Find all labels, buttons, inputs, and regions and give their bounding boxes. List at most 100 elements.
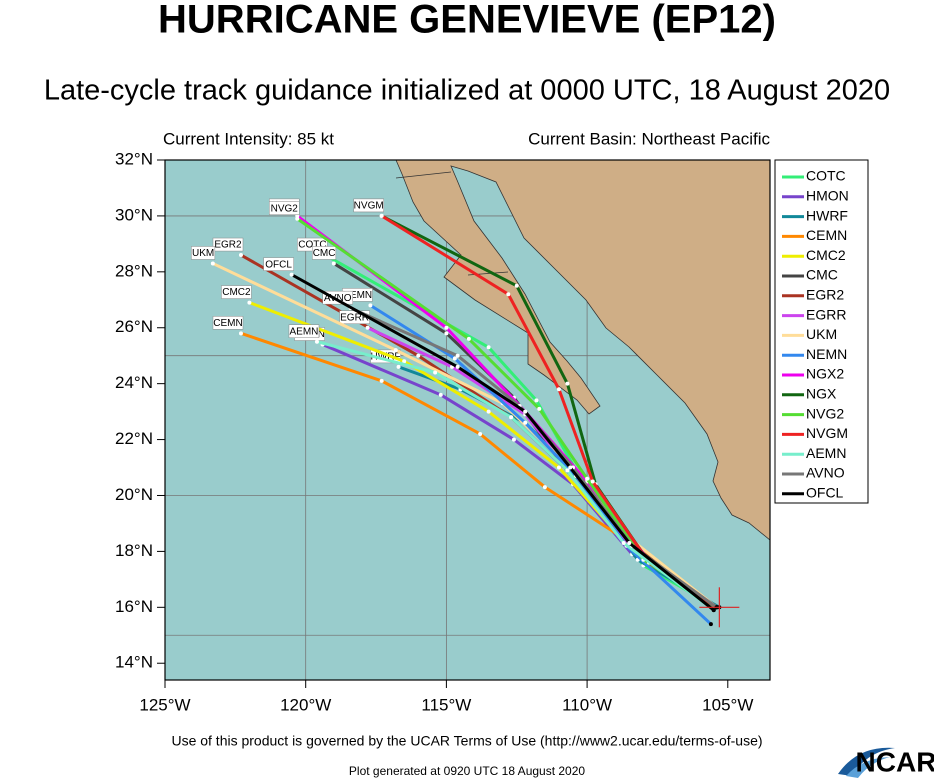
legend-label: CMC2: [806, 247, 846, 263]
track-point: [433, 370, 438, 375]
y-tick-label: 26°N: [115, 317, 153, 336]
y-tick-label: 24°N: [115, 373, 153, 392]
track-point: [523, 420, 528, 425]
track-point: [585, 476, 590, 481]
logo-swoosh: [846, 757, 890, 778]
legend-label: HWRF: [806, 207, 848, 223]
track-point: [365, 325, 370, 330]
track-point: [438, 392, 443, 397]
track-point: [708, 622, 713, 627]
track-point: [478, 431, 483, 436]
track-point: [565, 468, 570, 473]
track-point: [402, 359, 407, 364]
legend-entries: COTC HMON HWRF CEMN CMC2 CMC EGR2 EGRR UKM NEMN NG…: [782, 168, 849, 501]
track-point: [556, 465, 561, 470]
y-tick-label: 14°N: [115, 653, 153, 672]
track-point: [514, 283, 519, 288]
y-tick-label: 28°N: [115, 261, 153, 280]
x-tick-label: 115°W: [421, 695, 471, 714]
generated-note: Plot generated at 0920 UTC 18 August 202…: [349, 764, 585, 778]
track-point: [238, 253, 243, 258]
track-point: [627, 541, 632, 546]
track-point: [295, 216, 300, 221]
logo-swoosh: [838, 747, 895, 776]
track-point: [416, 353, 421, 358]
model-label-box: [212, 316, 244, 330]
legend-label: OFCL: [806, 485, 844, 501]
chart-title: HURRICANE GENEVIEVE (EP12): [158, 0, 776, 42]
legend-label: HMON: [806, 188, 849, 204]
legend-label: CEMN: [806, 227, 847, 243]
track-point: [486, 409, 491, 414]
track-point: [393, 348, 398, 353]
track-point: [444, 325, 449, 330]
track-point: [537, 406, 542, 411]
track-point: [466, 336, 471, 341]
model-label: AVNO: [324, 293, 352, 304]
y-tick-label: 30°N: [115, 205, 153, 224]
model-label: NVG2: [271, 203, 299, 214]
chart-subtitle: Late-cycle track guidance initialized at…: [44, 75, 890, 107]
track-point: [331, 261, 336, 266]
legend-label: AEMN: [806, 445, 846, 461]
track-point: [444, 331, 449, 336]
track-point: [314, 339, 319, 344]
model-label: COTC: [298, 240, 326, 251]
track-point: [455, 364, 460, 369]
track-point: [452, 356, 457, 361]
legend-label: NGX: [806, 386, 837, 402]
track-point: [565, 381, 570, 386]
legend-label: EGR2: [806, 287, 844, 303]
model-label: CMC2: [222, 287, 251, 298]
track-point: [379, 378, 384, 383]
track-point: [621, 541, 626, 546]
track-point: [396, 364, 401, 369]
model-label: CMC: [313, 248, 336, 259]
legend-label: NEMN: [806, 346, 847, 362]
track-point: [542, 485, 547, 490]
model-label-box: [353, 198, 384, 213]
track-point: [509, 415, 514, 420]
track-line: [290, 273, 715, 612]
legend-label: CMC: [806, 267, 838, 283]
track-point: [379, 213, 384, 218]
track-point: [368, 303, 373, 308]
basin-note: Current Basin: Northeast Pacific: [528, 129, 770, 148]
model-label-box: [269, 201, 300, 215]
y-tick-label: 32°N: [115, 149, 153, 168]
track-point: [568, 465, 573, 470]
track-point: [486, 345, 491, 350]
legend-label: NVGM: [806, 425, 848, 441]
logo: NCAR: [856, 746, 934, 777]
tracks: COTCHMONHWRFCEMNCMC2CMCEGR2EGRRUKMNEMNNG…: [191, 198, 740, 628]
x-tick-label: 105°W: [702, 695, 753, 714]
y-tick-label: 16°N: [115, 597, 153, 616]
legend-label: NVG2: [806, 405, 844, 421]
y-tick-label: 20°N: [115, 485, 153, 504]
x-tick-label: 120°W: [280, 695, 331, 714]
track-point: [556, 387, 561, 392]
legend-label: EGRR: [806, 306, 846, 322]
track-point: [506, 292, 511, 297]
model-label: EGR2: [214, 240, 242, 251]
x-tick-label: 125°W: [139, 695, 190, 714]
legend-label: COTC: [806, 168, 846, 184]
model-label: UKM: [192, 248, 214, 259]
model-label: NEMN: [343, 290, 372, 301]
legend-label: UKM: [806, 326, 837, 342]
track-point: [534, 398, 539, 403]
track-point: [455, 353, 460, 358]
model-label-box: [212, 237, 244, 252]
plot-frame: [164, 159, 771, 681]
model-label: EGRR: [340, 312, 369, 323]
model-label-box: [191, 246, 216, 260]
track-line: [316, 340, 715, 612]
model-label: NVGM: [354, 201, 384, 212]
intensity-note: Current Intensity: 85 kt: [163, 129, 334, 148]
legend-label: AVNO: [806, 465, 845, 481]
model-label-box: [288, 324, 320, 338]
track-point: [590, 479, 595, 484]
model-label-box: [312, 246, 337, 260]
y-tick-label: 22°N: [115, 429, 153, 448]
